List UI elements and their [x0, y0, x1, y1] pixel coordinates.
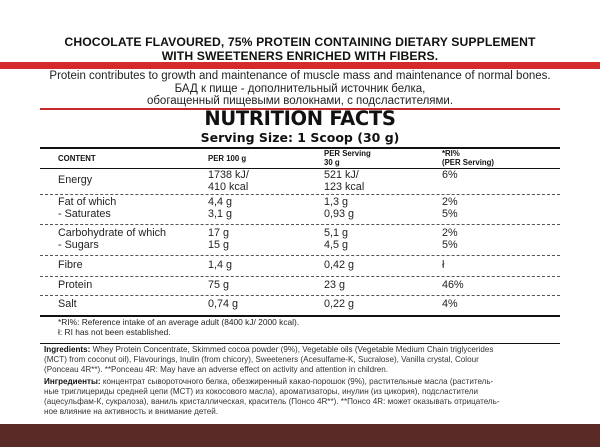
salt-ri: 4% — [442, 298, 458, 310]
protein-ri: 46% — [442, 279, 464, 291]
table-footnotes: *RI%: Reference intake of an average adu… — [58, 317, 299, 337]
salt-per-serving: 0,22 g — [324, 298, 355, 310]
serving-size: Serving Size: 1 Scoop (30 g) — [200, 130, 400, 145]
row-name-fibre: Fibre — [58, 259, 83, 271]
footnote-not-established: ł: RI has not been established. — [58, 327, 171, 338]
nutrition-facts-title: NUTRITION FACTS — [204, 107, 396, 130]
red-divider-bar — [0, 62, 600, 69]
bottom-brown-band — [0, 424, 600, 447]
energy-per100: 1738 kJ/410 kcal — [208, 169, 249, 193]
carb-per100: 17 g 15 g — [208, 227, 230, 251]
product-title-line-1: CHOCOLATE FLAVOURED, 75% PROTEIN CONTAIN… — [64, 35, 536, 49]
row-name-fat: Fat of which - Saturates — [58, 196, 117, 220]
carb-per-serving: 5,1 g 4,5 g — [324, 227, 349, 251]
col-header-per100: PER 100 g — [208, 154, 247, 163]
fibre-ri: ł — [442, 259, 445, 271]
claim-english: Protein contributes to growth and mainte… — [49, 70, 551, 82]
fat-per-serving: 1,3 g 0,93 g — [324, 196, 355, 220]
col-header-per-serving: PER Serving 30 g — [324, 149, 371, 167]
header-rule — [40, 168, 560, 169]
fibre-per-serving: 0,42 g — [324, 259, 355, 271]
col-header-ri: *RI% (PER Serving) — [442, 149, 494, 167]
footnote-rule — [40, 343, 560, 344]
energy-per-serving: 521 kJ/123 kcal — [324, 169, 365, 193]
row-name-protein: Protein — [58, 279, 93, 291]
row-name-salt: Salt — [58, 298, 77, 310]
table-top-rule — [40, 147, 560, 149]
claim-russian-line-1: БАД к пище - дополнительный источник бел… — [174, 82, 426, 95]
product-title-line-2: WITH SWEETENERS ENRICHED WITH FIBERS. — [161, 49, 439, 63]
row-divider — [40, 276, 560, 277]
salt-per100: 0,74 g — [208, 298, 239, 310]
fibre-per100: 1,4 g — [208, 259, 233, 271]
health-claims: Protein contributes to growth and mainte… — [20, 70, 580, 108]
ingredients-russian: Ингредиенты: концентрат сывороточного бе… — [44, 377, 500, 416]
row-divider — [40, 194, 560, 195]
ingredients-english: Ingredients: Whey Protein Concentrate, S… — [44, 345, 494, 374]
energy-ri: 6% — [442, 169, 458, 181]
protein-per-serving: 23 g — [324, 279, 346, 291]
row-divider — [40, 224, 560, 225]
row-divider — [40, 295, 560, 296]
carb-ri: 2% 5% — [442, 227, 458, 251]
row-divider — [40, 255, 560, 256]
fat-per100: 4,4 g 3,1 g — [208, 196, 233, 220]
fat-ri: 2% 5% — [442, 196, 458, 220]
table-bottom-rule — [40, 315, 560, 317]
row-name-carbohydrate: Carbohydrate of which - Sugars — [58, 227, 167, 251]
claim-russian-line-2: обогащенный пищевыми волокнами, с подсла… — [146, 95, 454, 108]
col-header-content: CONTENT — [58, 154, 96, 163]
protein-per100: 75 g — [208, 279, 230, 291]
red-separator-line — [40, 108, 560, 110]
row-name-energy: Energy — [58, 174, 93, 186]
footnote-ri: *RI%: Reference intake of an average adu… — [58, 317, 300, 327]
product-title: CHOCOLATE FLAVOURED, 75% PROTEIN CONTAIN… — [20, 35, 580, 63]
